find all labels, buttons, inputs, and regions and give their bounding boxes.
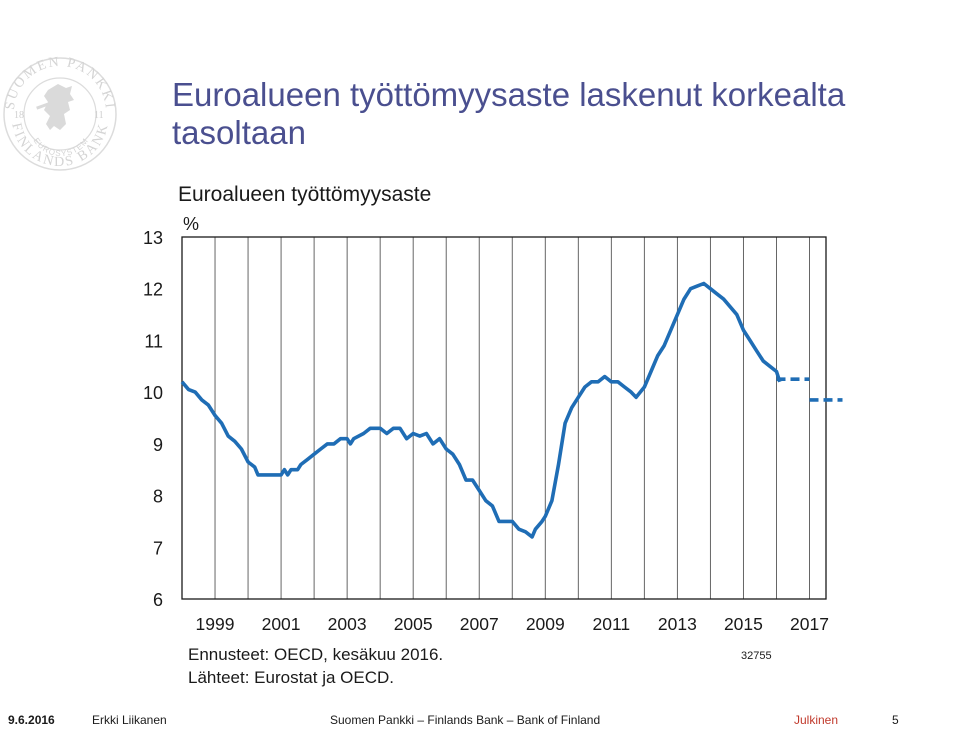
x-tick-label: 1999 — [196, 614, 235, 634]
footer-organization: Suomen Pankki – Finlands Bank – Bank of … — [330, 713, 601, 727]
series — [180, 281, 843, 539]
x-axis-ticks: 1999 2001 2003 2005 2007 2009 2011 2013 2015 2017 — [196, 614, 829, 634]
footer-date: 9.6.2016 — [8, 713, 55, 727]
y-tick-label: 7 — [153, 538, 163, 558]
y-tick-label: 6 — [153, 590, 163, 610]
slide-title: Euroalueen työttömyysaste laskenut korke… — [172, 76, 846, 151]
grid — [214, 237, 810, 599]
x-tick-label: 2015 — [724, 614, 763, 634]
logo-year-right: 11 — [94, 110, 104, 121]
x-tick-label: 2003 — [328, 614, 367, 634]
y-tick-label: 13 — [143, 228, 163, 248]
chart-id: 32755 — [741, 650, 772, 662]
bank-logo: SUOMEN PANKKI FINLANDS BANK EUROSYSTEM 1… — [0, 38, 118, 178]
logo-year-left: 18 — [14, 110, 24, 121]
y-tick-label: 10 — [143, 383, 163, 403]
x-tick-label: 2011 — [593, 614, 631, 634]
lion-figure — [36, 84, 74, 130]
footer-classification: Julkinen — [794, 713, 839, 727]
x-tick-label: 2009 — [526, 614, 565, 634]
chart-title: Euroalueen työttömyysaste — [178, 183, 432, 206]
y-tick-label: 8 — [153, 487, 163, 507]
unemployment-chart: 6 7 8 9 10 11 12 13 1999 2001 2003 2005 2007 2009 201… — [143, 228, 843, 634]
forecast-note: Ennusteet: OECD, kesäkuu 2016. — [188, 645, 444, 664]
y-axis-ticks: 6 7 8 9 10 11 12 13 — [143, 228, 163, 610]
sources-note: Lähteet: Eurostat ja OECD. — [188, 668, 394, 687]
lion-emblem-icon: SUOMEN PANKKI FINLANDS BANK EUROSYSTEM 1… — [3, 55, 117, 171]
plot-frame — [181, 236, 827, 600]
y-tick-label: 12 — [143, 280, 163, 300]
unemployment-rate-line — [180, 281, 782, 539]
x-tick-label: 2007 — [460, 614, 499, 634]
y-tick-label: 11 — [144, 331, 163, 351]
footer-page-number: 5 — [892, 713, 899, 727]
x-tick-label: 2005 — [394, 614, 433, 634]
footer-author: Erkki Liikanen — [92, 713, 167, 727]
x-tick-label: 2013 — [658, 614, 697, 634]
chart-notes: Ennusteet: OECD, kesäkuu 2016. Lähteet: … — [188, 643, 443, 689]
x-tick-label: 2017 — [790, 614, 829, 634]
y-axis-unit: % — [183, 214, 200, 234]
x-tick-label: 2001 — [262, 614, 301, 634]
y-tick-label: 9 — [153, 435, 163, 455]
